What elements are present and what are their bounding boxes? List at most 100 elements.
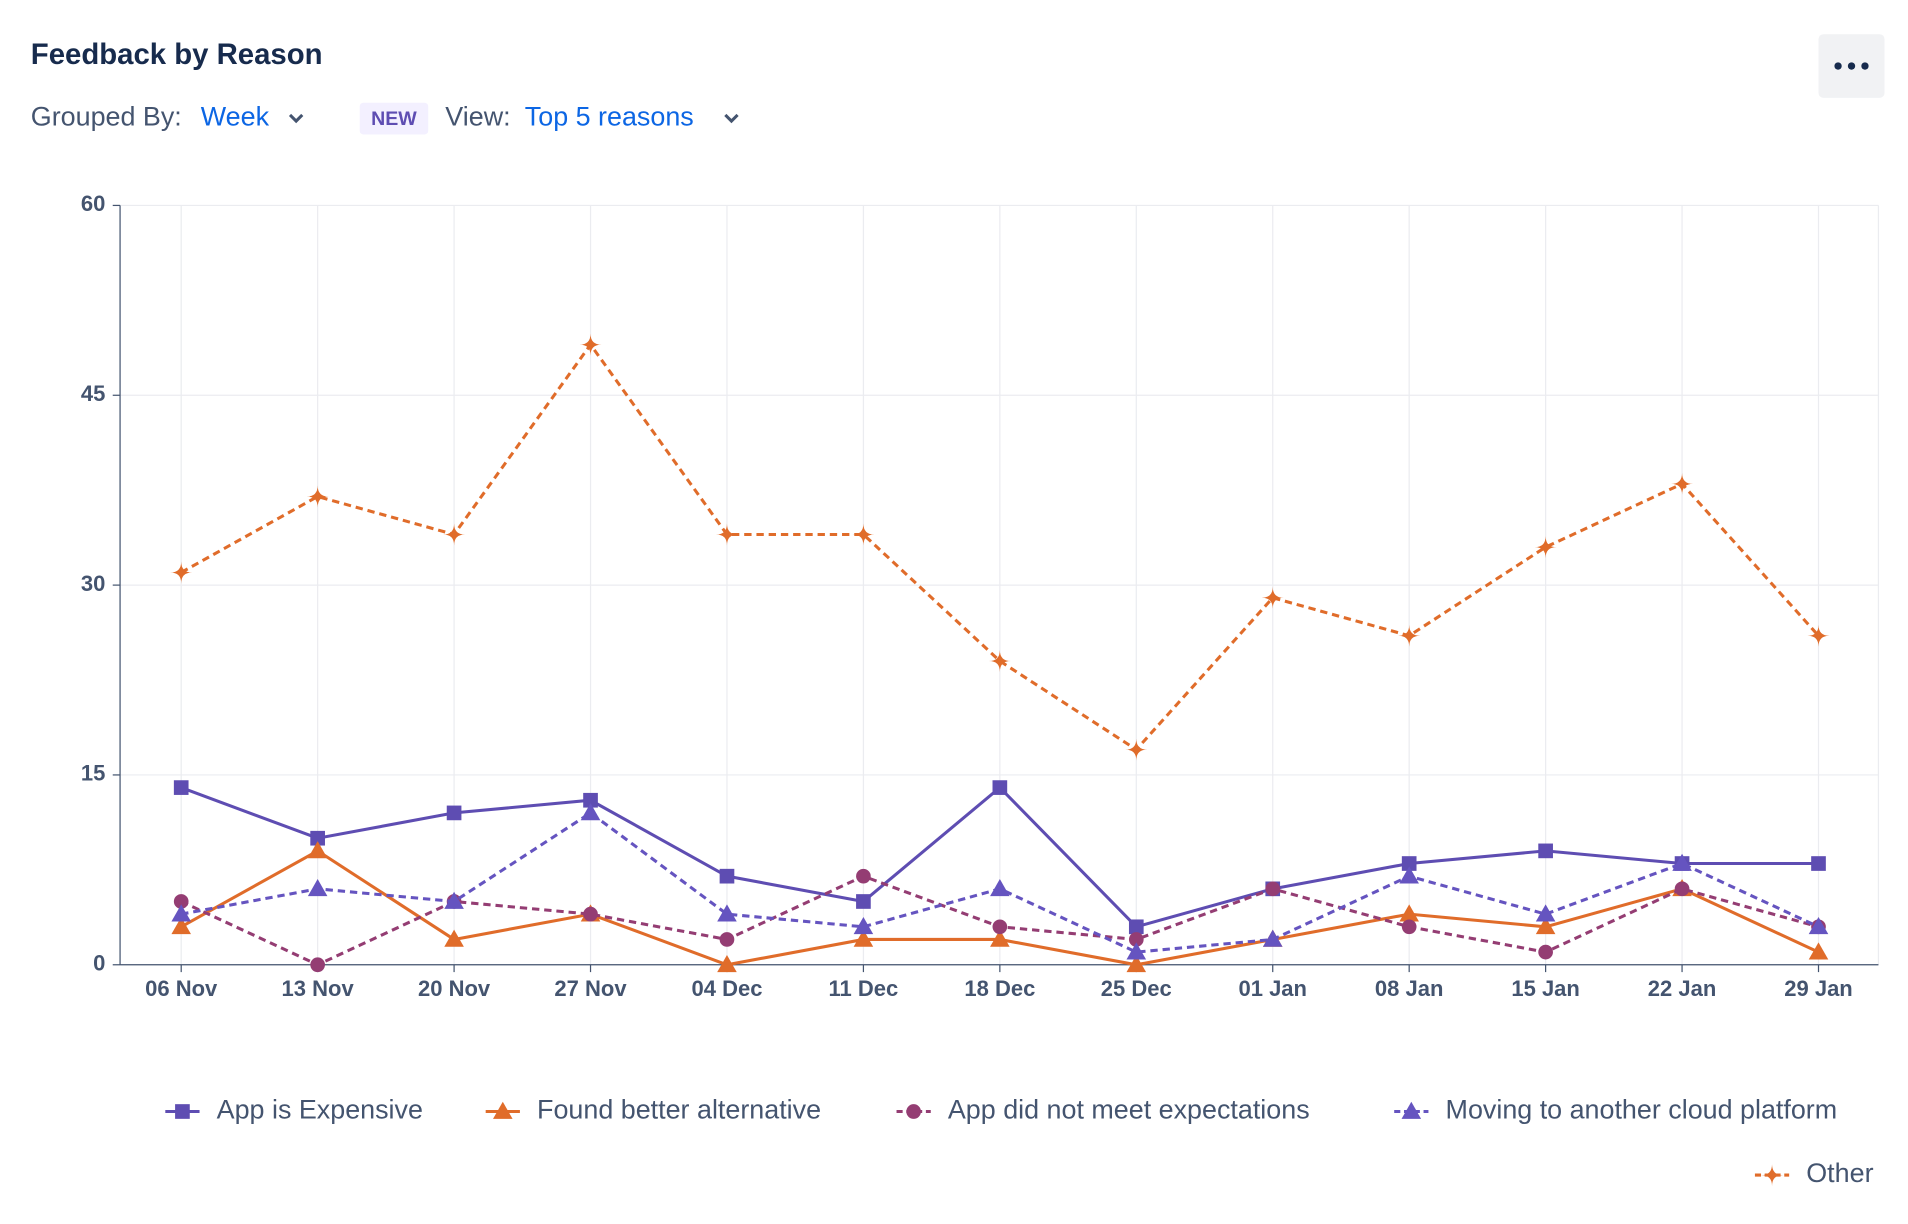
marker xyxy=(1807,624,1830,647)
marker xyxy=(988,650,1011,673)
more-button[interactable] xyxy=(1818,34,1885,98)
marker xyxy=(992,919,1008,935)
marker xyxy=(1125,738,1148,761)
marker xyxy=(1672,853,1692,871)
title: Feedback by Reason xyxy=(31,38,323,71)
marker xyxy=(171,917,191,935)
marker xyxy=(1808,942,1829,960)
marker xyxy=(580,803,601,821)
marker xyxy=(175,1104,190,1119)
y-tick-label: 0 xyxy=(93,951,105,976)
marker xyxy=(1398,624,1421,647)
chevron[interactable] xyxy=(288,113,304,124)
x-tick-label: 08 Jan xyxy=(1375,976,1444,1001)
marker xyxy=(1538,843,1553,859)
marker xyxy=(856,894,871,909)
marker xyxy=(444,929,464,947)
marker xyxy=(1401,856,1417,871)
x-tick-label: 15 Jan xyxy=(1511,976,1580,1001)
badge-bg xyxy=(359,102,429,135)
x-tick-label: 13 Nov xyxy=(282,976,355,1001)
marker xyxy=(307,841,328,859)
marker xyxy=(1538,944,1553,960)
y-tick-label: 15 xyxy=(81,761,105,786)
marker xyxy=(715,523,738,546)
marker xyxy=(906,1104,921,1119)
chevron[interactable] xyxy=(724,113,739,124)
y-tick-label: 30 xyxy=(81,571,105,596)
legend-label: Found better alternative xyxy=(537,1095,821,1125)
marker xyxy=(1401,1101,1422,1119)
y-tick-label: 45 xyxy=(81,381,105,406)
marker xyxy=(1265,881,1281,897)
x-tick-label: 29 Jan xyxy=(1784,976,1853,1001)
marker xyxy=(171,904,191,922)
marker xyxy=(853,917,874,935)
badge: NEW xyxy=(371,108,417,130)
x-tick-label: 20 Nov xyxy=(418,976,491,1001)
marker xyxy=(1535,904,1556,922)
dot[interactable] xyxy=(1834,62,1842,70)
dot[interactable] xyxy=(1847,62,1856,70)
marker xyxy=(1811,856,1826,871)
marker xyxy=(583,792,598,808)
marker xyxy=(1671,472,1694,495)
grouped-by-label: Grouped By: xyxy=(31,102,182,132)
marker xyxy=(990,929,1010,947)
marker xyxy=(1674,881,1690,897)
legend-label: Other xyxy=(1806,1158,1873,1188)
legend-item[interactable]: Other xyxy=(1754,1158,1874,1188)
marker xyxy=(1535,917,1556,935)
marker xyxy=(310,830,325,846)
marker xyxy=(992,780,1008,795)
marker xyxy=(310,957,325,973)
x-tick-label: 22 Jan xyxy=(1648,976,1717,1001)
legend-label: App is Expensive xyxy=(217,1095,423,1125)
grouped-by-dropdown[interactable]: Week xyxy=(201,102,270,132)
marker xyxy=(990,879,1010,897)
marker xyxy=(1126,954,1147,973)
view-dropdown[interactable]: Top 5 reasons xyxy=(525,102,694,132)
marker xyxy=(1399,904,1419,922)
marker xyxy=(493,1101,513,1119)
x-tick-label: 04 Dec xyxy=(691,976,762,1001)
marker xyxy=(1401,919,1417,935)
marker xyxy=(1808,917,1829,935)
view-label: View: xyxy=(445,102,510,132)
legend-item[interactable]: Found better alternative xyxy=(485,1095,821,1125)
marker xyxy=(717,904,737,922)
marker xyxy=(173,894,189,909)
legend-item[interactable]: Moving to another cloud platform xyxy=(1394,1095,1837,1125)
marker xyxy=(443,523,466,546)
marker xyxy=(856,868,871,884)
dot[interactable] xyxy=(1861,62,1869,70)
marker xyxy=(853,929,874,947)
x-tick-label: 18 Dec xyxy=(964,976,1035,1001)
marker xyxy=(1399,866,1419,884)
marker xyxy=(583,906,598,922)
x-tick-label: 06 Nov xyxy=(145,976,218,1001)
y-tick-label: 60 xyxy=(81,191,105,216)
marker xyxy=(307,879,328,897)
marker xyxy=(1261,586,1284,609)
marker xyxy=(1126,942,1147,960)
marker xyxy=(173,780,189,795)
legend-item[interactable]: App is Expensive xyxy=(165,1095,423,1125)
marker xyxy=(1128,919,1144,935)
marker xyxy=(1534,536,1557,559)
x-tick-label: 27 Nov xyxy=(554,976,627,1001)
marker xyxy=(306,485,329,508)
marker xyxy=(444,891,464,909)
legend-label: App did not meet expectations xyxy=(948,1095,1310,1125)
x-tick-label: 01 Jan xyxy=(1238,976,1306,1001)
legend-item[interactable]: App did not meet expectations xyxy=(896,1095,1310,1125)
marker xyxy=(579,333,602,356)
marker xyxy=(170,561,193,584)
marker xyxy=(1262,929,1283,947)
marker xyxy=(446,805,462,821)
marker xyxy=(1761,1164,1784,1187)
x-tick-label: 11 Dec xyxy=(829,976,899,1001)
marker xyxy=(1128,932,1144,947)
